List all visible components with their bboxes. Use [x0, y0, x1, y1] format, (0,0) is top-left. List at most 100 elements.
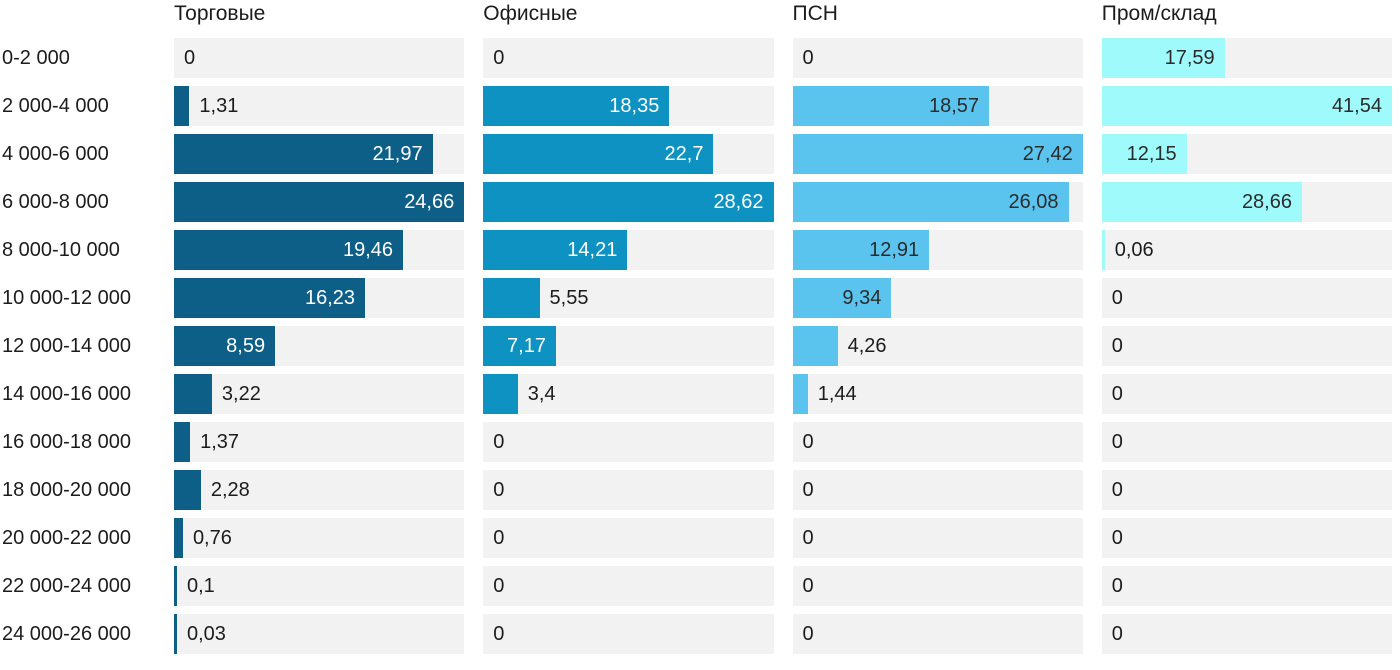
bar-cell: 0 — [1101, 566, 1392, 606]
bar-value-label: 0 — [493, 622, 505, 645]
bar-value-label: 12,15 — [1126, 142, 1177, 165]
bar — [483, 374, 518, 414]
bar-value-label: 0 — [1111, 574, 1123, 597]
bar-value-label: 18,57 — [929, 94, 980, 117]
bar — [174, 374, 212, 414]
row-label: 8 000-10 000 — [2, 238, 120, 261]
bar-value-label: 0 — [802, 622, 814, 645]
bar-cell: 19,46 — [174, 230, 465, 270]
bar-value-label: 0,1 — [187, 574, 215, 597]
bar-value-label: 0,03 — [187, 622, 226, 645]
bar-cell: 22,7 — [483, 134, 774, 174]
bar-value-label: 0 — [1111, 382, 1123, 405]
bar-cell: 0,06 — [1101, 230, 1392, 270]
bar: 27,42 — [792, 134, 1083, 174]
bar-value-label: 2,28 — [210, 478, 250, 501]
bar-value-label: 19,46 — [342, 238, 394, 261]
row-label: 18 000-20 000 — [2, 478, 132, 501]
bar-value-label: 0 — [184, 46, 196, 69]
bar-cell: 14,21 — [483, 230, 774, 270]
bar: 12,91 — [792, 230, 930, 270]
bar-cell: 4,26 — [792, 326, 1083, 366]
bar-cell: 0 — [1101, 614, 1392, 654]
bar-cell: 18,57 — [792, 86, 1083, 126]
bar-value-label: 41,54 — [1331, 94, 1382, 117]
bar-cell: 12,15 — [1101, 134, 1392, 174]
column-header: Торговые — [174, 2, 266, 25]
row-label: 6 000-8 000 — [2, 190, 109, 213]
bar-value-label: 0 — [1111, 334, 1123, 357]
bar: 18,35 — [483, 86, 670, 126]
bar — [174, 518, 183, 558]
bar-cell: 12,91 — [792, 230, 1083, 270]
bar: 17,59 — [1101, 38, 1225, 78]
bar-value-label: 0 — [802, 478, 814, 501]
bar-cell: 0 — [792, 566, 1083, 606]
bar-value-label: 8,59 — [226, 334, 266, 357]
bar-cell: 0 — [483, 566, 774, 606]
bar-cell: 3,4 — [483, 374, 774, 414]
bar-cell: 0 — [1101, 470, 1392, 510]
bar-cell: 0 — [792, 518, 1083, 558]
bar: 26,08 — [792, 182, 1069, 222]
bar-value-label: 0 — [802, 574, 814, 597]
row-label: 0-2 000 — [2, 46, 70, 69]
bar-cell: 0,76 — [174, 518, 465, 558]
bar-value-label: 0 — [1111, 526, 1123, 549]
bar-cell: 7,17 — [483, 326, 774, 366]
bar-cell: 1,37 — [174, 422, 465, 462]
bar-value-label: 4,26 — [847, 334, 887, 357]
bar-cell: 0 — [792, 38, 1083, 78]
bar-cell: 28,62 — [483, 182, 774, 222]
bar-value-label: 24,66 — [404, 190, 455, 213]
bar-value-label: 28,62 — [713, 190, 764, 213]
bar-value-label: 0 — [493, 46, 505, 69]
bar-cell: 3,22 — [174, 374, 465, 414]
row-label: 2 000-4 000 — [2, 94, 109, 117]
bar-value-label: 0 — [493, 478, 505, 501]
bar: 9,34 — [792, 278, 892, 318]
bar-value-label: 0 — [802, 430, 814, 453]
bar-cell: 21,97 — [174, 134, 465, 174]
bar — [174, 422, 191, 462]
bar-cell: 0 — [483, 614, 774, 654]
bar-value-label: 0 — [1111, 622, 1123, 645]
bar-cell: 0,03 — [174, 614, 465, 654]
bar-cell: 1,44 — [792, 374, 1083, 414]
bar: 28,62 — [483, 182, 774, 222]
bar: 18,57 — [792, 86, 990, 126]
bar-cell: 5,55 — [483, 278, 774, 318]
bar: 21,97 — [174, 134, 433, 174]
row-label: 10 000-12 000 — [2, 286, 132, 309]
bar-value-label: 28,66 — [1241, 190, 1292, 213]
bar — [1101, 230, 1105, 270]
bar-value-label: 0 — [493, 574, 505, 597]
row-label: 12 000-14 000 — [2, 334, 132, 357]
bar-cell: 1,31 — [174, 86, 465, 126]
bar: 14,21 — [483, 230, 628, 270]
row-label: 16 000-18 000 — [2, 430, 132, 453]
bar-value-label: 0 — [493, 430, 505, 453]
bar: 41,54 — [1101, 86, 1392, 126]
bar-value-label: 18,35 — [609, 94, 660, 117]
bar-cell: 41,54 — [1101, 86, 1392, 126]
bar-value-label: 14,21 — [567, 238, 618, 261]
bar: 19,46 — [174, 230, 404, 270]
bar-value-label: 1,31 — [199, 94, 239, 117]
bar — [174, 86, 190, 126]
bar-value-label: 17,59 — [1164, 46, 1215, 69]
bar-value-label: 26,08 — [1008, 190, 1059, 213]
bar-cell: 0 — [792, 422, 1083, 462]
bar-value-label: 7,17 — [507, 334, 546, 357]
bar-value-label: 0 — [493, 526, 505, 549]
bar-value-label: 12,91 — [869, 238, 920, 261]
bar-value-label: 0,76 — [192, 526, 232, 549]
bar-value-label: 5,55 — [549, 286, 589, 309]
bar-cell: 0 — [1101, 326, 1392, 366]
bar — [792, 374, 808, 414]
corner-spacer — [0, 0, 155, 30]
bar-cell: 24,66 — [174, 182, 465, 222]
row-label: 14 000-16 000 — [2, 382, 132, 405]
bar-cell: 26,08 — [792, 182, 1083, 222]
bar-value-label: 22,7 — [664, 142, 704, 165]
